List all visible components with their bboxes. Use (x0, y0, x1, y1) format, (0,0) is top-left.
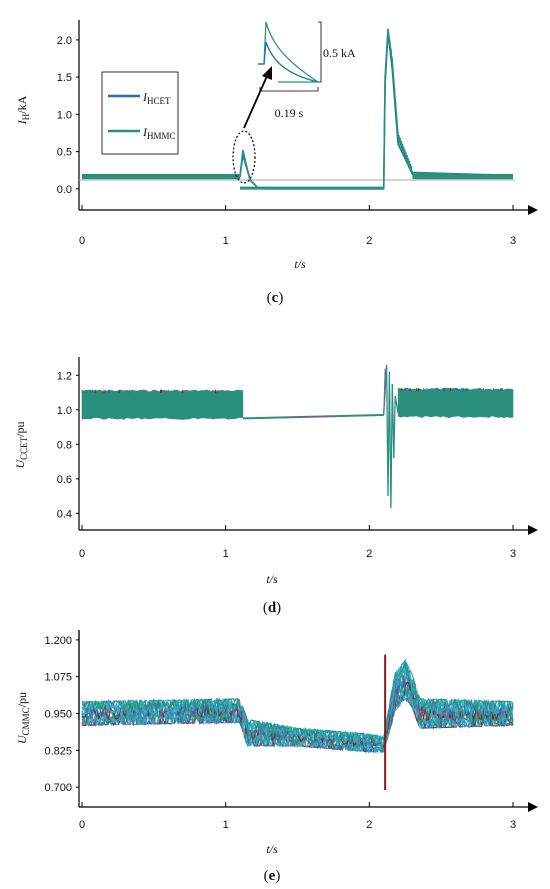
e-y-tick-label: 1.200 (44, 635, 72, 647)
c-x-ticks: 0 1 2 3 (79, 205, 516, 247)
c-ripple-band (412, 173, 513, 180)
d-y-tick-label: 0.4 (57, 508, 72, 520)
d-y-tick-label: 1.0 (57, 405, 72, 417)
panel-c: 0.0 0.5 1.0 1.5 2.0 0 1 2 3 IH/kA t/s IHCET IHM… (15, 20, 538, 306)
c-y-tick-label: 0.0 (57, 184, 72, 196)
d-y-ticks: 0.4 0.6 0.8 1.0 1.2 (57, 370, 79, 520)
c-x-axis-arrow (528, 205, 538, 215)
d-x-ticks: 0 1 2 3 (79, 525, 516, 560)
d-x-tick-label: 1 (223, 548, 229, 560)
e-x-tick-label: 1 (223, 819, 229, 831)
c-inset-duration-label: 0.19 s (275, 106, 304, 120)
c-ripple-band-mid (240, 186, 384, 190)
e-y-tick-label: 0.700 (44, 782, 72, 794)
c-inset-arrowhead (262, 66, 272, 80)
c-inset-hmmc-curve (258, 21, 319, 83)
e-x-label: t/s (266, 842, 278, 856)
d-x-label: t/s (266, 572, 278, 586)
d-transient-step (383, 368, 386, 415)
c-transient-oscillation (388, 39, 413, 175)
e-x-tick-label: 3 (510, 819, 516, 831)
c-legend-label-hcet: IHCET (142, 90, 171, 106)
c-legend: IHCET IHMMC (101, 71, 179, 155)
c-x-tick-label: 0 (79, 235, 85, 247)
c-inset-duration-bracket (259, 87, 319, 92)
c-inset-arrow (243, 75, 268, 129)
d-x-tick-label: 3 (510, 548, 516, 560)
e-y-tick-label: 0.950 (44, 709, 72, 721)
c-y-tick-label: 1.5 (57, 72, 72, 84)
e-series (81, 654, 514, 791)
d-y-tick-label: 0.8 (57, 439, 72, 451)
c-y-tick-label: 1.0 (57, 109, 72, 121)
e-y-label: UCMMC/pu (15, 692, 31, 744)
c-inset: 0.5 kA 0.19 s (258, 21, 356, 120)
d-ripple-band (397, 387, 514, 419)
e-voltage-strand (81, 662, 514, 742)
c-legend-box (101, 71, 179, 155)
d-x-tick-label: 0 (79, 548, 85, 560)
d-y-tick-label: 0.6 (57, 474, 72, 486)
d-transient-line (383, 364, 399, 509)
c-x-tick-label: 1 (223, 235, 229, 247)
c-series (82, 28, 514, 190)
c-inset-hcet-curve (258, 41, 319, 83)
e-caption: (e) (264, 868, 281, 884)
c-x-label: t/s (294, 257, 306, 271)
c-x-tick-label: 3 (510, 235, 516, 247)
d-x-tick-label: 2 (366, 548, 372, 560)
e-voltage-strand (81, 685, 514, 753)
d-series (81, 364, 514, 509)
e-x-axis-arrow (528, 802, 538, 812)
d-x-axis-arrow (528, 525, 538, 535)
c-y-ticks: 0.0 0.5 1.0 1.5 2.0 (57, 35, 79, 196)
panel-d: 0.4 0.6 0.8 1.0 1.2 0 1 2 3 UCCET/pu t/s (d) (13, 357, 538, 616)
c-ripple-band (82, 173, 241, 180)
e-x-ticks: 0 1 2 3 (79, 802, 516, 831)
c-transient-ellipse (232, 130, 256, 184)
d-ripple-band (81, 389, 244, 420)
d-y-label: UCCET/pu (13, 421, 29, 468)
c-y-label: IH/kA (15, 95, 31, 125)
e-x-tick-label: 0 (79, 819, 85, 831)
c-legend-label-hmmc: IHMMC (142, 125, 176, 141)
d-flat-segment-overlay (283, 415, 334, 419)
e-x-tick-label: 2 (366, 819, 372, 831)
c-y-tick-label: 0.5 (57, 147, 72, 159)
d-caption: (d) (263, 600, 281, 616)
e-y-ticks: 0.700 0.825 0.950 1.075 1.200 (44, 635, 79, 794)
c-y-tick-label: 2.0 (57, 35, 72, 47)
e-y-tick-label: 0.825 (44, 745, 72, 757)
c-x-tick-label: 2 (366, 235, 372, 247)
c-inset-amplitude-bracket (318, 21, 322, 83)
c-inset-amplitude-label: 0.5 kA (323, 46, 356, 60)
e-y-tick-label: 1.075 (44, 672, 72, 684)
c-caption: (c) (267, 290, 284, 306)
d-y-tick-label: 1.2 (57, 370, 72, 382)
e-voltage-strand (81, 658, 514, 744)
